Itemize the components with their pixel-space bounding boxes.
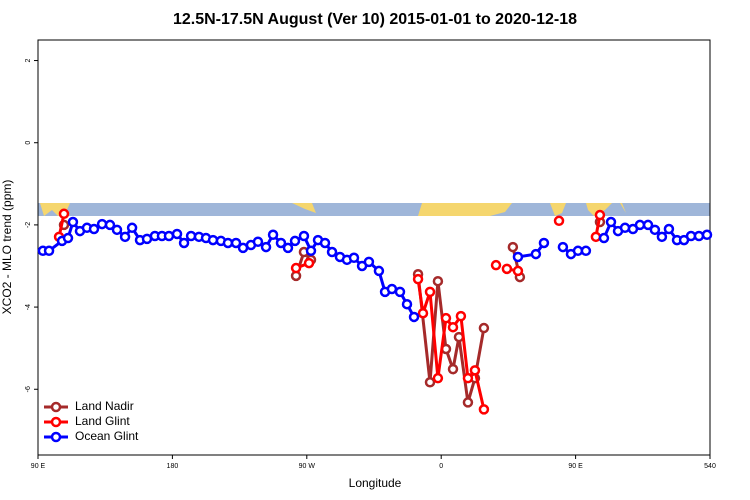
data-point	[590, 231, 602, 243]
data-point	[469, 365, 481, 376]
series-line	[416, 278, 486, 410]
data-point	[348, 252, 360, 264]
y-tick-label: 2	[25, 58, 32, 62]
data-point	[88, 223, 100, 235]
data-point	[373, 265, 385, 277]
data-point	[693, 230, 705, 242]
y-tick-label: -2	[25, 222, 32, 228]
data-point	[424, 377, 436, 388]
y-axis-label: XCO2 - MLO trend (ppm)	[0, 180, 14, 315]
data-point	[507, 241, 519, 253]
data-point	[305, 245, 317, 257]
x-tick-label: 90 E	[568, 463, 583, 470]
data-point	[222, 237, 234, 249]
data-point	[163, 230, 175, 242]
legend-marker	[50, 401, 62, 413]
data-point	[58, 208, 70, 220]
data-point	[605, 216, 617, 228]
data-point	[171, 228, 183, 240]
data-point	[401, 298, 413, 310]
data-point	[501, 263, 513, 275]
data-point	[447, 321, 459, 333]
data-point	[126, 222, 138, 234]
data-point	[408, 311, 420, 323]
data-point	[512, 251, 524, 263]
data-point	[290, 262, 302, 274]
data-point	[634, 219, 646, 231]
data-point	[478, 322, 490, 334]
data-point	[178, 237, 190, 249]
y-tick-label: 0	[25, 141, 32, 145]
data-point	[230, 237, 242, 249]
data-point	[424, 286, 436, 298]
data-point	[67, 216, 79, 228]
data-point	[289, 235, 301, 247]
data-point	[490, 259, 502, 271]
data-point	[478, 404, 490, 415]
data-point	[252, 236, 264, 247]
legend-marker	[50, 431, 62, 443]
data-point	[363, 256, 375, 268]
data-point	[432, 372, 444, 384]
data-point	[656, 231, 668, 243]
x-tick-label: 180	[167, 463, 179, 470]
legend-marker	[50, 416, 62, 428]
x-tick-label: 90 W	[299, 463, 316, 470]
x-tick-label: 0	[439, 463, 443, 470]
x-tick-label: 90 E	[31, 463, 46, 470]
data-point	[553, 215, 565, 227]
data-point	[619, 222, 631, 234]
data-point	[298, 230, 310, 242]
data-point	[701, 229, 713, 241]
data-point	[594, 209, 606, 221]
data-point	[326, 246, 338, 258]
data-point	[580, 245, 592, 257]
data-point	[282, 242, 294, 254]
data-point	[394, 286, 406, 298]
data-point	[62, 232, 74, 244]
data-point	[642, 219, 654, 231]
legend-label: Land Nadir	[75, 399, 134, 413]
plot-frame	[37, 39, 711, 456]
data-point	[303, 257, 315, 269]
data-point	[557, 241, 569, 253]
x-tick-label: 540	[704, 463, 716, 470]
x-axis-label: Longitude	[349, 476, 402, 490]
y-tick-label: -4	[25, 304, 32, 310]
data-point	[412, 273, 424, 285]
chart-title: 12.5N-17.5N August (Ver 10) 2015-01-01 t…	[173, 11, 577, 28]
data-point	[43, 245, 55, 257]
data-point	[111, 224, 123, 236]
data-point	[598, 232, 610, 244]
data-point	[319, 237, 331, 249]
data-point	[455, 310, 467, 322]
data-point	[649, 224, 661, 236]
data-point	[417, 307, 429, 319]
data-point	[512, 265, 524, 277]
data-point	[267, 229, 279, 241]
data-point	[275, 237, 287, 249]
data-point	[440, 312, 452, 324]
data-point	[260, 241, 272, 253]
legend-label: Ocean Glint	[75, 429, 139, 443]
data-point	[462, 397, 474, 408]
data-point	[386, 283, 398, 295]
data-point	[663, 223, 675, 235]
data-point	[104, 219, 116, 231]
data-point	[119, 231, 131, 243]
land-mask-strip	[38, 203, 710, 216]
data-point	[462, 372, 474, 384]
legend-label: Land Glint	[75, 414, 130, 428]
data-point	[538, 237, 550, 249]
y-tick-label: -6	[25, 386, 32, 392]
data-point	[432, 275, 444, 287]
data-point	[447, 363, 459, 375]
data-point	[530, 248, 542, 260]
